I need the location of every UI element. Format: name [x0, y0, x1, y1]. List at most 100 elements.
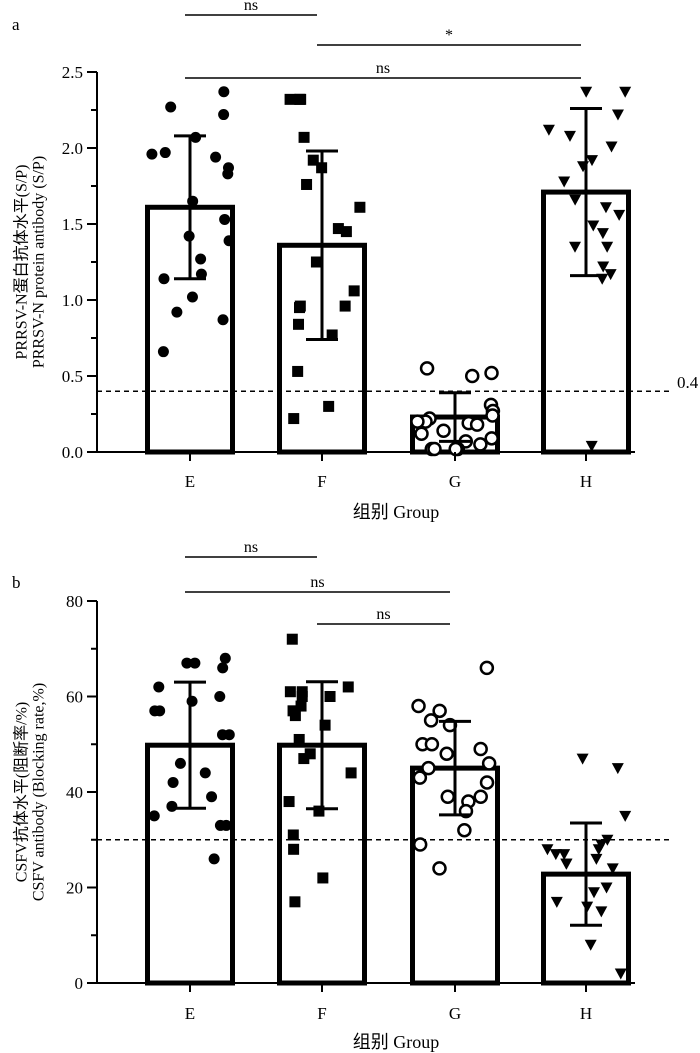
data-point-E	[159, 147, 171, 159]
y-axis-label-cn: PRRSV-N蛋白抗体水平(S/P)	[13, 164, 31, 359]
data-point-H	[605, 141, 618, 153]
data-point-G	[439, 746, 454, 762]
data-point-F	[332, 223, 344, 235]
data-point-F	[313, 805, 325, 817]
data-point-F	[324, 691, 336, 702]
y-tick-label: 0	[75, 974, 84, 993]
significance-label: ns	[244, 0, 258, 14]
data-point-H	[586, 155, 599, 167]
x-tick-label: H	[580, 472, 592, 491]
y-tick-label: 60	[66, 688, 83, 707]
data-point-G	[484, 431, 499, 446]
data-point-E	[218, 109, 230, 121]
data-point-F	[293, 302, 305, 314]
data-point-H	[585, 440, 598, 452]
data-point-F	[293, 733, 305, 745]
data-point-E	[218, 86, 230, 98]
data-point-H	[596, 228, 609, 240]
data-point-F	[340, 226, 352, 238]
x-tick-label: F	[317, 1004, 326, 1023]
data-point-E	[208, 853, 220, 865]
data-point-G	[436, 423, 451, 438]
data-point-F	[301, 178, 313, 190]
data-point-H	[601, 834, 614, 846]
data-point-F	[298, 753, 310, 765]
data-point-H	[560, 858, 573, 870]
panel-label: a	[12, 15, 20, 34]
data-point-E	[190, 131, 202, 143]
data-point-F	[307, 154, 319, 166]
data-point-H	[550, 896, 563, 908]
data-point-E	[146, 148, 158, 160]
data-point-F	[298, 131, 310, 143]
data-point-E	[223, 235, 235, 247]
data-point-G	[457, 822, 472, 838]
data-point-F	[317, 872, 329, 884]
data-point-E	[158, 273, 170, 285]
data-point-E	[165, 101, 177, 113]
y-tick-label: 1.5	[62, 215, 83, 234]
x-tick-label: G	[449, 472, 461, 491]
data-point-H	[584, 939, 597, 951]
data-point-H	[601, 241, 614, 253]
data-point-F	[342, 681, 354, 693]
data-point-E	[157, 346, 169, 358]
data-point-H	[587, 887, 600, 899]
y-tick-label: 1.0	[62, 291, 83, 310]
data-point-E	[195, 268, 207, 280]
data-point-G	[469, 417, 485, 432]
data-point-G	[410, 414, 425, 429]
data-point-F	[283, 796, 295, 808]
y-tick-label: 0.5	[62, 367, 83, 386]
data-point-E	[217, 662, 229, 674]
data-point-G	[423, 713, 439, 728]
data-point-F	[304, 748, 316, 760]
data-point-F	[287, 829, 299, 841]
data-point-G	[481, 756, 497, 771]
data-point-G	[432, 703, 447, 719]
data-point-G	[414, 426, 429, 442]
data-point-H	[569, 194, 582, 206]
data-point-H	[558, 176, 571, 188]
x-axis-label: 组别 Group	[353, 502, 440, 522]
x-tick-label: G	[449, 1004, 461, 1023]
y-tick-label: 80	[66, 592, 83, 611]
data-point-F	[295, 700, 307, 712]
data-point-G	[479, 775, 495, 790]
data-point-H	[611, 763, 624, 775]
data-point-G	[464, 368, 480, 384]
data-point-G	[485, 408, 500, 423]
data-point-H	[614, 968, 627, 980]
significance-label: ns	[376, 606, 390, 623]
data-point-H	[576, 753, 589, 765]
data-point-G	[412, 837, 428, 852]
data-point-E	[199, 767, 211, 779]
data-point-H	[558, 849, 571, 861]
data-point-F	[286, 633, 298, 645]
data-point-H	[613, 209, 626, 221]
data-point-F	[288, 413, 300, 425]
data-point-E	[210, 151, 222, 163]
data-point-F	[288, 843, 300, 855]
data-point-E	[206, 791, 218, 803]
data-point-E	[219, 213, 231, 225]
data-point-G	[421, 760, 436, 776]
data-point-H	[611, 109, 624, 121]
data-point-F	[289, 896, 301, 908]
significance-label: ns	[376, 60, 390, 77]
y-tick-label: 0.0	[62, 443, 83, 462]
data-point-F	[295, 93, 307, 105]
x-tick-label: F	[317, 472, 326, 491]
data-point-H	[592, 844, 605, 856]
data-point-F	[310, 256, 322, 268]
y-tick-label: 40	[66, 783, 83, 802]
data-point-E	[171, 306, 183, 318]
y-axis-label-en: PRRSV-N protein antibody (S/P)	[31, 156, 48, 368]
data-point-G	[412, 770, 428, 785]
significance-label: ns	[310, 574, 324, 591]
data-point-H	[606, 863, 619, 875]
data-point-F	[293, 318, 305, 330]
data-point-H	[569, 241, 582, 253]
y-tick-label: 20	[66, 879, 83, 898]
data-point-G	[473, 437, 488, 452]
